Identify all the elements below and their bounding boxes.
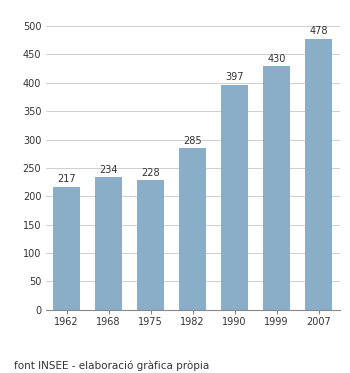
Text: 285: 285 <box>183 136 202 146</box>
Bar <box>95 177 122 310</box>
Text: 228: 228 <box>141 168 160 178</box>
Bar <box>305 38 332 310</box>
Text: 478: 478 <box>309 26 328 36</box>
Text: 397: 397 <box>225 72 244 82</box>
Bar <box>53 186 80 310</box>
Bar <box>179 148 206 310</box>
Bar <box>137 180 164 310</box>
Text: font INSEE - elaboració gràfica pròpia: font INSEE - elaboració gràfica pròpia <box>14 361 209 371</box>
Text: 234: 234 <box>99 164 118 175</box>
Bar <box>263 66 290 310</box>
Text: 217: 217 <box>57 174 76 184</box>
Bar <box>221 85 248 310</box>
Text: 430: 430 <box>267 54 286 63</box>
